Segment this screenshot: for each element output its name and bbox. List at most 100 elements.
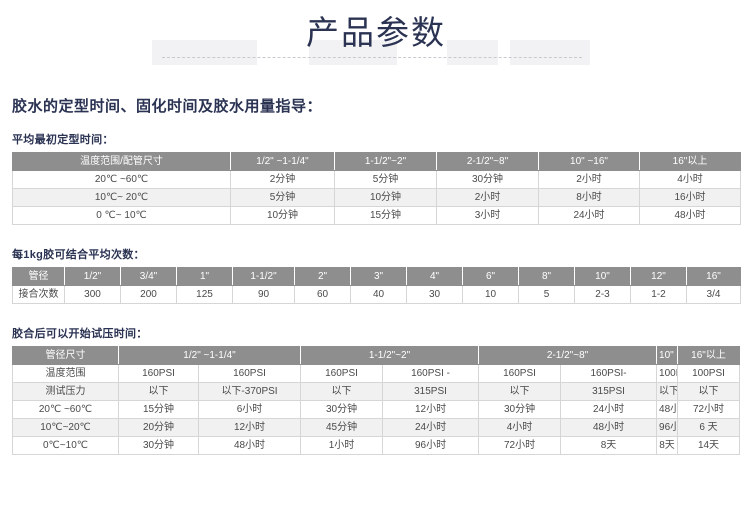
table-cell: 12小时 xyxy=(382,400,480,419)
table-cell: 20分钟 xyxy=(118,418,199,437)
column-header: 4" xyxy=(406,267,463,286)
header-dashed-rule xyxy=(162,57,582,58)
table-cell: 48小时 xyxy=(197,436,302,455)
table-pressure-test-time: 管径尺寸 1/2" ~1-1/4" 1-1/2"~2" 2-1/2"~8" 10… xyxy=(12,346,740,455)
table-cell: 测试压力 xyxy=(12,382,119,401)
table-cell: 30 xyxy=(406,285,463,304)
table-bonds-per-kg: 管径 1/2" 3/4" 1" 1-1/2" 2" 3" 4" 6" 8" 10… xyxy=(12,267,741,304)
table-cell: 1-2 xyxy=(630,285,687,304)
table-cell: 1小时 xyxy=(300,436,384,455)
table-cell: 20℃ ~60℃ xyxy=(12,400,119,419)
table-cell: 160PSI xyxy=(197,364,302,383)
column-header: 2-1/2"~8" xyxy=(436,152,539,171)
table-cell: 90 xyxy=(232,285,295,304)
column-header: 1/2" ~1-1/4" xyxy=(230,152,335,171)
table-cell: 96小时 xyxy=(656,418,678,437)
section-bonds-per-kg: 每1kg胶可结合平均次数： 管径 1/2" 3/4" 1" 1-1/2" 2" … xyxy=(12,247,741,304)
table-cell: 3小时 xyxy=(436,206,539,225)
table-cell: 72小时 xyxy=(677,400,740,419)
column-header: 3/4" xyxy=(120,267,177,286)
table-cell: 20℃ ~60℃ xyxy=(12,170,231,189)
table-cell: 以下 xyxy=(300,382,384,401)
table-cell: 12小时 xyxy=(197,418,302,437)
column-header: 3" xyxy=(350,267,407,286)
table-cell: 5 xyxy=(518,285,575,304)
column-header: 2" xyxy=(294,267,351,286)
table-cell: 10分钟 xyxy=(230,206,335,225)
table-cell: 15分钟 xyxy=(118,400,199,419)
table-cell: 10℃~20℃ xyxy=(12,418,119,437)
table-cell: 0 ℃~ 10℃ xyxy=(12,206,231,225)
table-cell: 72小时 xyxy=(478,436,562,455)
column-header: 1-1/2"~2" xyxy=(300,346,480,365)
section-title: 每1kg胶可结合平均次数： xyxy=(12,249,145,261)
column-header: 10" xyxy=(574,267,631,286)
column-header: 1-1/2"~2" xyxy=(334,152,437,171)
table-cell: 30分钟 xyxy=(478,400,562,419)
table-cell: 200 xyxy=(120,285,177,304)
table-cell: 160PSI- xyxy=(560,364,658,383)
table-cell: 以下 xyxy=(656,382,678,401)
table-row: 0 ℃~ 10℃ 10分钟 15分钟 3小时 24小时 48小时 xyxy=(12,206,741,225)
table-row: 接合次数 300 200 125 90 60 40 30 10 5 2-3 1-… xyxy=(12,285,741,304)
table-cell: 温度范围 xyxy=(12,364,119,383)
table-cell: 0℃~10℃ xyxy=(12,436,119,455)
table-cell: 160PSI xyxy=(300,364,384,383)
table-cell: 接合次数 xyxy=(12,285,65,304)
table-cell: 2分钟 xyxy=(230,170,335,189)
table-cell: 4小时 xyxy=(639,170,741,189)
table-cell: 以下 xyxy=(478,382,562,401)
column-header: 10" ~16" xyxy=(656,346,678,365)
table-row: 温度范围 160PSI 160PSI 160PSI 160PSI - 160PS… xyxy=(12,364,740,383)
section-title: 平均最初定型时间： xyxy=(12,134,114,146)
table-cell: 2-3 xyxy=(574,285,631,304)
column-header: 管径尺寸 xyxy=(12,346,119,365)
table-cell: 10 xyxy=(462,285,519,304)
band-notch-left xyxy=(257,40,309,65)
page-header: 产品参数 xyxy=(0,0,752,88)
table-row: 10℃~20℃ 20分钟 12小时 45分钟 24小时 4小时 48小时 96小… xyxy=(12,418,740,437)
band-notch-middle xyxy=(397,40,447,65)
table-cell: 8天 xyxy=(560,436,658,455)
table-cell: 4小时 xyxy=(478,418,562,437)
table-cell: 8小时 xyxy=(538,188,640,207)
table-cell: 100PSI xyxy=(677,364,740,383)
table-row: 20℃ ~60℃ 15分钟 6小时 30分钟 12小时 30分钟 24小时 48… xyxy=(12,400,740,419)
table-cell: 30分钟 xyxy=(300,400,384,419)
table-cell: 96小时 xyxy=(382,436,480,455)
table-cell: 100PSI xyxy=(656,364,678,383)
table-cell: 160PSI - xyxy=(382,364,480,383)
table-cell: 160PSI xyxy=(478,364,562,383)
table-cell: 30分钟 xyxy=(436,170,539,189)
column-header: 12" xyxy=(630,267,687,286)
table-cell: 3/4 xyxy=(686,285,741,304)
table-cell: 14天 xyxy=(677,436,740,455)
table-header-row: 管径 1/2" 3/4" 1" 1-1/2" 2" 3" 4" 6" 8" 10… xyxy=(12,267,741,286)
table-setting-time: 温度范围/配管尺寸 1/2" ~1-1/4" 1-1/2"~2" 2-1/2"~… xyxy=(12,152,741,225)
table-cell: 315PSI xyxy=(382,382,480,401)
page-title: 产品参数 xyxy=(306,13,446,52)
table-row: 20℃ ~60℃ 2分钟 5分钟 30分钟 2小时 4小时 xyxy=(12,170,741,189)
table-cell: 300 xyxy=(64,285,121,304)
table-header-row: 温度范围/配管尺寸 1/2" ~1-1/4" 1-1/2"~2" 2-1/2"~… xyxy=(12,152,741,171)
column-header: 温度范围/配管尺寸 xyxy=(12,152,231,171)
main-heading: 胶水的定型时间、固化时间及胶水用量指导： xyxy=(12,98,323,115)
table-cell: 8天 xyxy=(656,436,678,455)
table-cell: 24小时 xyxy=(382,418,480,437)
table-cell: 5分钟 xyxy=(334,170,437,189)
column-header: 2-1/2"~8" xyxy=(478,346,658,365)
table-cell: 45分钟 xyxy=(300,418,384,437)
table-row: 测试压力 以下 以下-370PSI 以下 315PSI 以下 315PSI 以下… xyxy=(12,382,740,401)
table-header-row: 管径尺寸 1/2" ~1-1/4" 1-1/2"~2" 2-1/2"~8" 10… xyxy=(12,346,740,365)
table-cell: 40 xyxy=(350,285,407,304)
column-header: 16" xyxy=(686,267,741,286)
table-cell: 315PSI xyxy=(560,382,658,401)
column-header: 16"以上 xyxy=(677,346,740,365)
table-cell: 60 xyxy=(294,285,351,304)
table-cell: 2小时 xyxy=(538,170,640,189)
table-cell: 16小时 xyxy=(639,188,741,207)
table-cell: 48小时 xyxy=(656,400,678,419)
column-header: 1" xyxy=(176,267,233,286)
column-header: 6" xyxy=(462,267,519,286)
section-setting-time: 平均最初定型时间： 温度范围/配管尺寸 1/2" ~1-1/4" 1-1/2"~… xyxy=(12,132,741,225)
